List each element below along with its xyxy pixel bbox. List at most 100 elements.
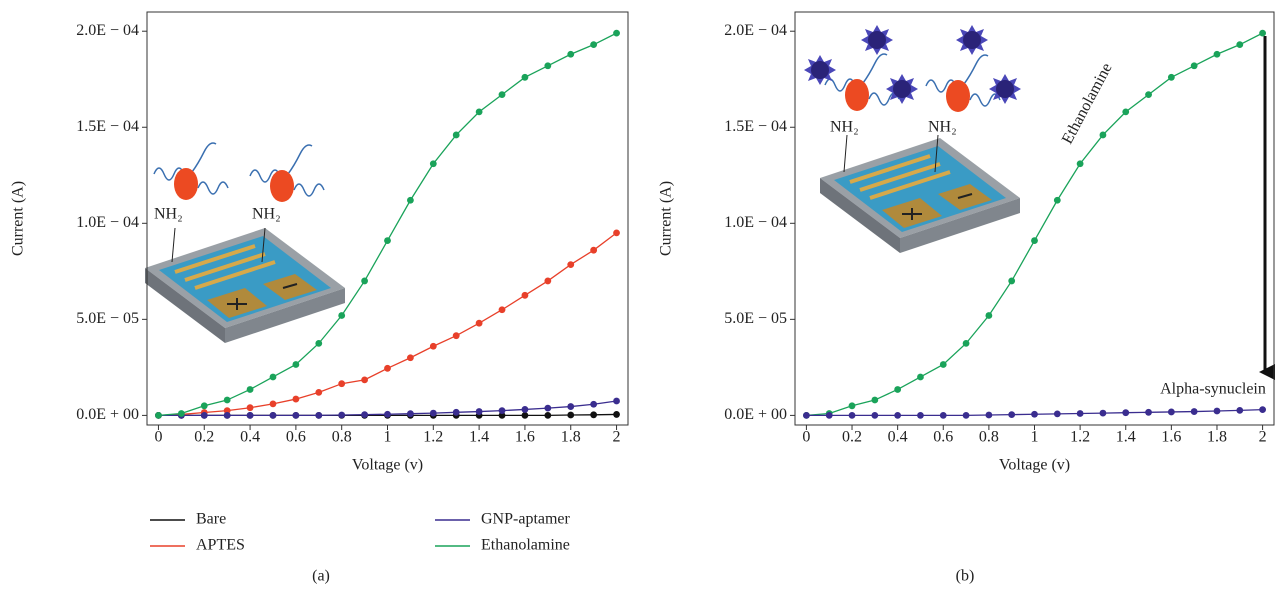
series-line xyxy=(158,33,616,415)
data-point xyxy=(201,402,208,409)
x-tick-label: 0.2 xyxy=(194,429,214,446)
data-point xyxy=(1008,278,1015,285)
data-point xyxy=(544,405,551,412)
data-point xyxy=(476,108,483,115)
data-point xyxy=(940,412,947,419)
x-tick-label: 1.6 xyxy=(515,429,535,446)
data-point xyxy=(590,247,597,254)
y-axis-title: Current (A) xyxy=(10,181,27,256)
data-point xyxy=(613,230,620,237)
annotation: NH₂ xyxy=(252,206,281,223)
data-point xyxy=(1145,91,1152,98)
data-point xyxy=(361,411,368,418)
legend-label: APTES xyxy=(196,537,245,554)
data-point xyxy=(224,412,231,419)
plot-frame xyxy=(147,12,628,425)
data-point xyxy=(292,412,299,419)
x-tick-label: 2 xyxy=(1259,429,1267,446)
data-point xyxy=(1008,411,1015,418)
data-point xyxy=(1054,197,1061,204)
y-tick-label: 2.0E − 04 xyxy=(724,22,787,39)
data-point xyxy=(1168,409,1175,416)
data-point xyxy=(384,237,391,244)
data-point xyxy=(338,380,345,387)
data-point xyxy=(224,397,231,404)
data-point xyxy=(803,412,810,419)
x-tick-label: 0.4 xyxy=(888,429,908,446)
data-point xyxy=(985,312,992,319)
data-point xyxy=(613,411,620,418)
figure: 0.0E + 005.0E − 051.0E − 041.5E − 042.0E… xyxy=(0,0,1275,594)
data-point xyxy=(384,365,391,372)
x-axis-title: Voltage (v) xyxy=(352,457,423,474)
data-point xyxy=(1191,408,1198,415)
x-tick-label: 1.2 xyxy=(1070,429,1090,446)
x-tick-label: 1.8 xyxy=(1207,429,1227,446)
data-point xyxy=(453,132,460,139)
y-tick-label: 1.5E − 04 xyxy=(76,118,139,135)
y-tick-label: 1.5E − 04 xyxy=(724,118,787,135)
data-point xyxy=(292,361,299,368)
data-point xyxy=(499,306,506,313)
x-tick-label: 1.4 xyxy=(1116,429,1136,446)
series-label: Ethanolamine xyxy=(1059,60,1116,146)
data-point xyxy=(247,404,254,411)
data-point xyxy=(826,412,833,419)
data-point xyxy=(1031,411,1038,418)
data-point xyxy=(361,376,368,383)
data-point xyxy=(940,361,947,368)
data-point xyxy=(338,312,345,319)
data-point xyxy=(292,396,299,403)
data-point xyxy=(590,41,597,48)
data-point xyxy=(430,410,437,417)
data-point xyxy=(155,412,162,419)
data-point xyxy=(1236,407,1243,414)
inset-a xyxy=(145,143,345,343)
data-point xyxy=(1077,410,1084,417)
data-point xyxy=(849,412,856,419)
data-point xyxy=(963,412,970,419)
x-axis-title: Voltage (v) xyxy=(999,457,1070,474)
data-point xyxy=(590,411,597,418)
y-axis-title: Current (A) xyxy=(658,181,675,256)
data-point xyxy=(1259,406,1266,413)
data-point xyxy=(178,410,185,417)
data-point xyxy=(270,374,277,381)
data-point xyxy=(522,292,529,299)
data-point xyxy=(1214,408,1221,415)
data-point xyxy=(544,62,551,69)
x-tick-label: 0.2 xyxy=(842,429,862,446)
annotation: NH₂ xyxy=(928,119,957,136)
y-tick-label: 2.0E − 04 xyxy=(76,22,139,39)
x-tick-label: 1 xyxy=(1031,429,1039,446)
data-point xyxy=(361,278,368,285)
data-point xyxy=(499,407,506,414)
data-point xyxy=(1259,30,1266,37)
data-point xyxy=(1236,41,1243,48)
data-point xyxy=(270,400,277,407)
data-point xyxy=(613,30,620,37)
data-point xyxy=(985,412,992,419)
data-point xyxy=(453,409,460,416)
data-point xyxy=(849,402,856,409)
data-point xyxy=(522,406,529,413)
data-point xyxy=(894,412,901,419)
data-point xyxy=(338,412,345,419)
x-tick-label: 0.4 xyxy=(240,429,260,446)
x-tick-label: 0 xyxy=(802,429,810,446)
data-point xyxy=(201,412,208,419)
data-point xyxy=(1168,74,1175,81)
data-point xyxy=(894,386,901,393)
x-tick-label: 1.4 xyxy=(469,429,489,446)
data-point xyxy=(567,51,574,58)
data-point xyxy=(407,197,414,204)
x-tick-label: 1 xyxy=(384,429,392,446)
data-point xyxy=(963,340,970,347)
series-label: Alpha-synuclein xyxy=(1160,381,1266,398)
data-point xyxy=(567,261,574,268)
data-point xyxy=(1122,409,1129,416)
data-point xyxy=(1100,132,1107,139)
data-point xyxy=(430,343,437,350)
data-point xyxy=(871,397,878,404)
data-point xyxy=(1077,160,1084,167)
